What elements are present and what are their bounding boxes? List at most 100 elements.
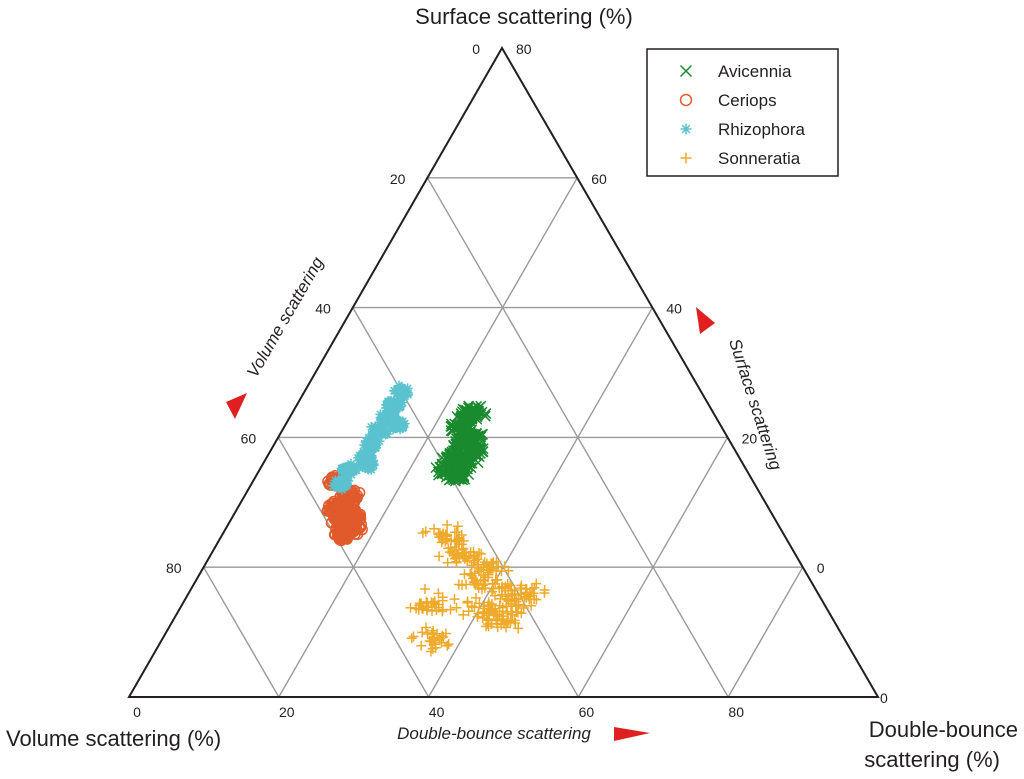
sonneratia-point [539, 588, 550, 599]
rhizophora-point [395, 424, 406, 435]
sonneratia-point [529, 582, 540, 593]
rhizophora-point [337, 475, 348, 486]
sonneratia-point [491, 556, 502, 567]
sonneratia-point [481, 558, 492, 569]
right-tick-label: 20 [742, 430, 758, 446]
sonneratia-point [493, 561, 504, 572]
ceriops-point [344, 491, 357, 503]
rhizophora-point [338, 462, 349, 473]
sonneratia-point [406, 633, 417, 644]
sonneratia-point [443, 639, 454, 650]
rhizophora-point [385, 400, 396, 411]
sonneratia-point [421, 596, 432, 607]
rhizophora-point [389, 395, 400, 406]
left-tick-label: 0 [472, 41, 480, 57]
rhizophora-point [398, 422, 409, 433]
rhizophora-point [382, 428, 393, 439]
right-axis-title-line1: Double-bounce [869, 717, 1018, 742]
left-tick-label: 40 [315, 301, 331, 317]
rhizophora-point [356, 450, 367, 461]
rhizophora-series [328, 380, 414, 495]
rhizophora-point [389, 386, 400, 397]
bottom-tick-label: 40 [429, 704, 445, 720]
sonneratia-point [502, 579, 513, 590]
grid-line [727, 566, 804, 698]
sonneratia-point [434, 551, 445, 562]
legend-label: Avicennia [718, 62, 792, 81]
sonneratia-point [516, 608, 527, 619]
left-tick-label: 20 [390, 171, 406, 187]
rhizophora-point [366, 421, 377, 432]
ceriops-point [348, 503, 360, 516]
left-tick-label: 80 [166, 560, 182, 576]
rhizophora-point [391, 402, 402, 413]
rhizophora-point [375, 417, 386, 428]
rhizophora-point [399, 384, 410, 395]
ternary-grid [202, 177, 804, 698]
left-direction-arrow [226, 393, 247, 419]
data-points [321, 380, 550, 657]
sonneratia-point [443, 543, 454, 554]
legend: Avicennia Ceriops Rhizophora Sonneratia [646, 48, 839, 177]
sonneratia-point [495, 593, 506, 604]
ceriops-point [349, 491, 362, 504]
sonneratia-point [408, 631, 419, 642]
sonneratia-point [463, 606, 474, 617]
legend-label: Ceriops [718, 91, 777, 110]
bottom-side-label: Double-bounce scattering [397, 724, 591, 743]
tick-labels: 0 20 40 60 80 80 60 40 20 0 0 0 20 40 60 80 [133, 41, 888, 720]
right-tick-label: 0 [880, 690, 888, 706]
sonneratia-point [417, 528, 428, 539]
sonneratia-point [437, 595, 448, 606]
rhizophora-point [366, 441, 377, 452]
bottom-tick-label: 60 [579, 704, 595, 720]
rhizophora-point [374, 436, 385, 447]
sonneratia-point [453, 534, 464, 545]
left-side-label: Volume scattering [243, 253, 327, 380]
sonneratia-point [445, 604, 456, 615]
sonneratia-point [433, 529, 444, 540]
bottom-direction-arrow [614, 727, 650, 741]
left-tick-label: 60 [241, 430, 257, 446]
bottom-tick-label: 20 [279, 704, 295, 720]
rhizophora-point [387, 417, 398, 428]
rhizophora-point [393, 419, 404, 430]
sonneratia-point [490, 578, 501, 589]
legend-label: Sonneratia [718, 149, 801, 168]
rhizophora-point [362, 457, 373, 468]
sonneratia-point [451, 556, 462, 567]
rhizophora-point [343, 464, 354, 475]
sonneratia-point [479, 557, 490, 568]
right-tick-label: 40 [666, 301, 682, 317]
sonneratia-point [434, 633, 445, 644]
rhizophora-point [371, 440, 382, 451]
rhizophora-point [680, 123, 692, 135]
sonneratia-point [466, 601, 477, 612]
sonneratia-point [489, 603, 500, 614]
sonneratia-point [524, 594, 535, 605]
grid-line [577, 437, 729, 698]
sonneratia-point [451, 602, 462, 613]
sonneratia-point [427, 606, 438, 617]
right-side-label: Surface scattering [725, 336, 786, 473]
sonneratia-point [414, 600, 425, 611]
grid-line [202, 566, 280, 698]
sonneratia-point [426, 636, 437, 647]
sonneratia-point [442, 557, 453, 568]
sonneratia-point [486, 618, 497, 629]
right-tick-label: 80 [516, 41, 532, 57]
sonneratia-point [449, 594, 460, 605]
rhizophora-point [349, 462, 360, 473]
sonneratia-point [500, 591, 511, 602]
sonneratia-point [442, 640, 453, 651]
sonneratia-point [440, 536, 451, 547]
sonneratia-point [458, 551, 469, 562]
sonneratia-point [489, 590, 500, 601]
ternary-frame [127, 45, 880, 698]
sonneratia-point [462, 596, 473, 607]
right-tick-label: 60 [591, 171, 607, 187]
sonneratia-point [442, 519, 453, 530]
ceriops-point [347, 522, 360, 534]
sonneratia-point [465, 568, 476, 579]
rhizophora-point [358, 446, 369, 457]
